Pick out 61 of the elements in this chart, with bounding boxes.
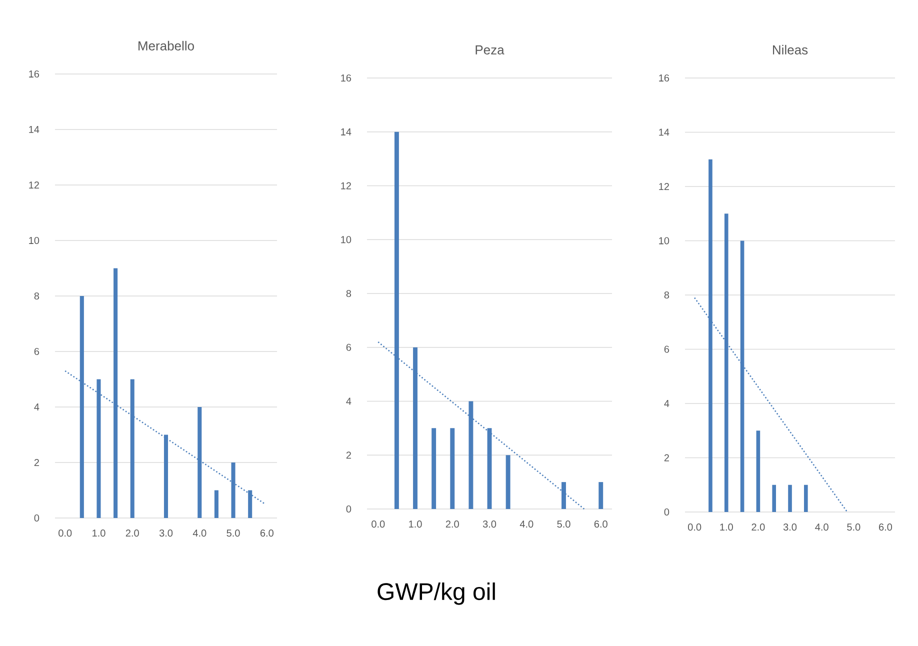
y-tick-label: 8: [34, 292, 40, 300]
x-tick-label: 2.0: [752, 524, 765, 531]
x-axis-title: GWP/kg oil: [378, 582, 495, 605]
y-tick-label: 0: [34, 514, 40, 522]
x-tick-label: 1.0: [720, 524, 733, 531]
x-tick-label: 5.0: [557, 520, 570, 528]
y-tick-label: 12: [29, 182, 39, 188]
y-tick-label: 6: [664, 346, 670, 353]
x-tick-label: 0.0: [372, 520, 385, 528]
y-tick-label: 10: [341, 236, 352, 244]
y-tick-label: 14: [659, 128, 670, 136]
x-tick-label: 6.0: [260, 530, 274, 537]
y-tick-label: 14: [29, 126, 40, 133]
chart-title: Nileas: [773, 44, 808, 54]
x-tick-label: 2.0: [446, 520, 459, 528]
x-tick-label: 3.0: [482, 520, 496, 528]
y-tick-label: 16: [659, 74, 670, 82]
bar: [788, 484, 792, 512]
x-tick-label: 2.0: [126, 530, 139, 537]
x-tick-label: 1.0: [409, 520, 422, 528]
y-tick-label: 2: [664, 454, 669, 462]
x-tick-label: 0.0: [58, 530, 72, 537]
y-tick-label: 8: [664, 291, 670, 299]
bar: [506, 455, 510, 509]
y-tick-label: 10: [29, 236, 40, 244]
chart-title: Peza: [476, 45, 504, 54]
x-tick-label: 3.0: [783, 524, 797, 531]
bar: [804, 484, 808, 512]
y-tick-label: 4: [346, 398, 352, 405]
y-tick-label: 10: [659, 237, 670, 244]
y-tick-label: 4: [664, 400, 670, 407]
x-tick-label: 5.0: [226, 530, 240, 537]
x-tick-label: 4.0: [192, 530, 206, 537]
bar: [432, 428, 436, 509]
y-tick-label: 12: [659, 183, 669, 190]
x-tick-label: 6.0: [594, 520, 608, 528]
x-tick-label: 6.0: [879, 524, 892, 531]
y-tick-label: 12: [341, 182, 351, 190]
x-tick-label: 3.0: [159, 530, 173, 537]
x-tick-label: 5.0: [847, 524, 860, 531]
y-tick-label: 14: [341, 128, 352, 136]
x-tick-label: 4.0: [520, 520, 534, 528]
y-tick-label: 8: [346, 290, 352, 298]
y-tick-label: 2: [346, 452, 351, 459]
bar: [450, 428, 455, 509]
x-tick-label: 4.0: [815, 524, 828, 531]
bar: [756, 430, 760, 512]
y-tick-label: 16: [29, 70, 40, 78]
y-tick-label: 0: [346, 505, 352, 513]
bar: [598, 482, 604, 509]
x-tick-label: 1.0: [92, 530, 106, 537]
y-tick-label: 0: [664, 508, 670, 516]
bar: [214, 490, 218, 518]
y-tick-label: 4: [34, 404, 40, 410]
y-tick-label: 6: [34, 348, 40, 356]
y-tick-label: 16: [341, 74, 352, 82]
y-tick-label: 2: [34, 459, 39, 466]
y-tick-label: 6: [346, 344, 352, 351]
x-tick-label: 0.0: [688, 524, 702, 531]
chart-title: Merabello: [138, 40, 194, 50]
bar: [772, 484, 776, 512]
